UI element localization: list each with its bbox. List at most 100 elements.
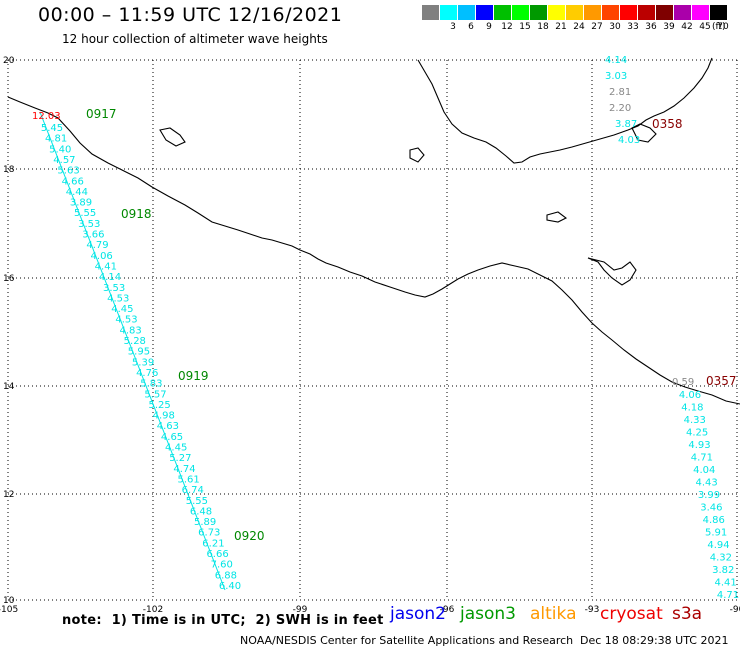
island-yucatan-coast [587, 257, 637, 286]
wave-height-label: 4.32 [710, 553, 732, 564]
wave-height-label: 5.40 [49, 144, 71, 155]
wave-height-label: 5.45 [41, 123, 63, 134]
wave-height-label: 3.89 [70, 198, 92, 209]
wave-height-label: 3.87 [615, 119, 637, 130]
wave-height-label: 4.41 [95, 261, 117, 272]
wave-height-label: 4.41 [714, 578, 736, 589]
wave-height-label: 4.18 [681, 403, 703, 414]
footer-timestamp: Dec 18 08:29:38 UTC 2021 [580, 634, 729, 647]
colorbar-swatch [476, 5, 493, 20]
wave-height-label: 4.66 [62, 176, 84, 187]
wave-height-label: 4.71 [691, 453, 713, 464]
wave-height-label: 4.81 [45, 134, 67, 145]
graticule: -105 -102 -99 -96 -93 -90 20 18 16 14 12 10 [0, 56, 740, 615]
wave-height-label: 4.57 [53, 155, 75, 166]
wave-height-label: 4.53 [115, 315, 137, 326]
colorbar-swatch [548, 5, 565, 20]
wave-height-label: 4.71 [717, 590, 739, 601]
colorbar-tick-label: 15 [519, 22, 531, 32]
wave-height-label: 6.21 [202, 538, 224, 549]
coastline-gulf [417, 57, 713, 164]
island-cozumel [546, 211, 568, 223]
wave-height-label: 0.59 [672, 377, 694, 388]
lake [409, 147, 425, 163]
altimeter-tracks [39, 111, 226, 591]
wave-height-label: 4.06 [679, 390, 701, 401]
wave-height-label: 2.20 [609, 103, 631, 114]
colorbar-swatch [440, 5, 457, 20]
lat-tick-label: 12 [3, 490, 14, 500]
colorbar-swatch [674, 5, 691, 20]
colorbar-tick-label: 24 [573, 22, 585, 32]
colorbar-tick-label: 3 [450, 22, 456, 32]
lat-tick-label: 14 [3, 382, 15, 392]
wave-height-label: 4.06 [91, 251, 113, 262]
colorbar-tick-label: 45 [699, 22, 711, 32]
wave-height-label: 5.55 [186, 496, 208, 507]
colorbar-tick-label: 36 [645, 22, 657, 32]
wave-height-label: 4.79 [86, 240, 108, 251]
pass-time-label: 0358 [652, 117, 683, 131]
lon-tick-label: -99 [293, 605, 308, 615]
wave-height-label: 4.93 [688, 440, 710, 451]
colorbar-tick-label: 9 [486, 22, 492, 32]
lat-tick-label: 16 [3, 274, 15, 284]
colorbar-swatch [710, 5, 727, 20]
page-subtitle: 12 hour collection of altimeter wave hei… [62, 32, 328, 46]
colorbar-tick-label: 12 [501, 22, 513, 32]
colorbar-tick-label: 21 [555, 22, 567, 32]
coastline-mexico-pacific [7, 96, 740, 405]
colorbar-tick-label: 33 [627, 22, 639, 32]
wave-height-label: 5.25 [148, 400, 170, 411]
lon-tick-label: -93 [585, 605, 600, 615]
wave-height-label: 6.73 [198, 528, 220, 539]
colorbar [422, 5, 728, 20]
colorbar-swatch [602, 5, 619, 20]
wave-height-label: 4.14 [605, 55, 627, 66]
wave-height-label: 5.39 [132, 357, 154, 368]
lon-tick-label: -90 [730, 605, 740, 615]
wave-height-label: 3.03 [605, 71, 627, 82]
wave-height-label: 4.44 [66, 187, 88, 198]
colorbar-tick-label: 39 [663, 22, 675, 32]
colorbar-swatch [692, 5, 709, 20]
satellite-legend-altika: altika [530, 604, 577, 624]
wave-height-label: 3.66 [82, 230, 104, 241]
satellite-legend-cryosat: cryosat [600, 604, 663, 624]
wave-height-label: 4.83 [120, 325, 142, 336]
wave-height-label: 5.63 [57, 166, 79, 177]
wave-height-label: 12.03 [32, 111, 61, 122]
colorbar-swatch [584, 5, 601, 20]
wave-height-label: 4.14 [99, 272, 121, 283]
lat-tick-label: 10 [3, 596, 15, 606]
track-labels: 12.035.454.815.404.575.634.664.443.895.5… [32, 55, 739, 601]
wave-height-label: 4.65 [161, 432, 183, 443]
wave-height-label: 6.74 [182, 485, 204, 496]
wave-height-label: 5.55 [74, 208, 96, 219]
wave-height-label: 4.94 [707, 540, 729, 551]
colorbar-tick-label: 27 [591, 22, 603, 32]
wave-height-label: 4.43 [695, 478, 717, 489]
wave-height-label: 5.27 [169, 453, 191, 464]
pass-time-label: 0920 [234, 529, 265, 543]
satellite-legend-s3a: s3a [672, 604, 703, 624]
colorbar-tick-label: 6 [468, 22, 474, 32]
colorbar-tick-label: 70 [717, 22, 729, 32]
wave-height-label: 4.86 [703, 515, 725, 526]
colorbar-tick-label: 18 [537, 22, 549, 32]
colorbar-swatch [422, 5, 439, 20]
lon-tick-label: -102 [143, 605, 163, 615]
wave-height-label: 4.98 [153, 411, 175, 422]
wave-height-label: 4.76 [136, 368, 158, 379]
colorbar-swatch [494, 5, 511, 20]
island-ne [631, 123, 657, 143]
footer-credit: NOAA/NESDIS Center for Satellite Applica… [240, 634, 574, 647]
colorbar-tick-label: 30 [609, 22, 621, 32]
colorbar-swatch [458, 5, 475, 20]
wave-height-label: 3.82 [712, 565, 734, 576]
colorbar-swatch [530, 5, 547, 20]
wave-height-label: 4.74 [173, 464, 195, 475]
lat-tick-label: 20 [3, 56, 15, 66]
wave-height-label: 4.33 [684, 415, 706, 426]
